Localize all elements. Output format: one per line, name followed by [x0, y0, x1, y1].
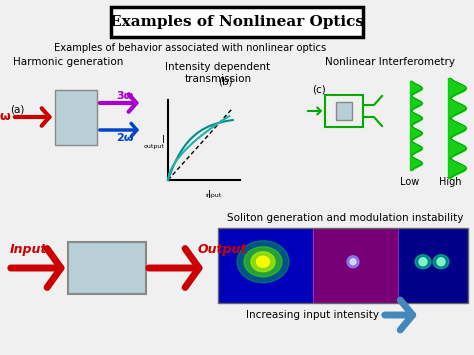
Bar [325, 95, 363, 127]
Text: High: High [439, 177, 461, 187]
Ellipse shape [415, 255, 431, 269]
Text: Examples of behavior associated with nonlinear optics: Examples of behavior associated with non… [54, 43, 326, 53]
Text: (b): (b) [218, 77, 232, 87]
Text: Intensity dependent
transmission: Intensity dependent transmission [165, 62, 271, 83]
Bar [68, 242, 146, 294]
Ellipse shape [433, 255, 449, 269]
Text: Input: Input [9, 244, 46, 257]
Text: Harmonic generation: Harmonic generation [13, 57, 123, 67]
Text: (c): (c) [312, 85, 326, 95]
Text: 3ω: 3ω [116, 91, 134, 101]
Text: 2ω: 2ω [116, 133, 134, 143]
Text: Soliton generation and modulation instability: Soliton generation and modulation instab… [227, 213, 463, 223]
Ellipse shape [347, 256, 359, 268]
Bar [336, 102, 352, 120]
Bar [55, 90, 97, 145]
Text: I: I [162, 135, 165, 145]
Text: Increasing input intensity: Increasing input intensity [246, 310, 380, 320]
Text: ω: ω [0, 110, 10, 124]
Text: output: output [144, 144, 165, 149]
Ellipse shape [419, 258, 427, 266]
Bar [398, 228, 468, 303]
Bar [218, 228, 468, 303]
Text: I: I [208, 190, 210, 200]
Text: Nonlinear Interferometry: Nonlinear Interferometry [325, 57, 455, 67]
Ellipse shape [350, 259, 356, 265]
FancyBboxPatch shape [111, 7, 363, 37]
Bar [218, 228, 313, 303]
Text: Low: Low [401, 177, 419, 187]
Ellipse shape [251, 252, 275, 272]
Text: (a): (a) [10, 105, 24, 115]
Text: Output: Output [197, 244, 246, 257]
Ellipse shape [256, 256, 270, 267]
Text: Examples of Nonlinear Optics: Examples of Nonlinear Optics [110, 15, 364, 29]
Ellipse shape [437, 258, 445, 266]
Text: input: input [206, 193, 222, 198]
Bar [313, 228, 398, 303]
Ellipse shape [237, 241, 289, 283]
Ellipse shape [244, 247, 282, 277]
